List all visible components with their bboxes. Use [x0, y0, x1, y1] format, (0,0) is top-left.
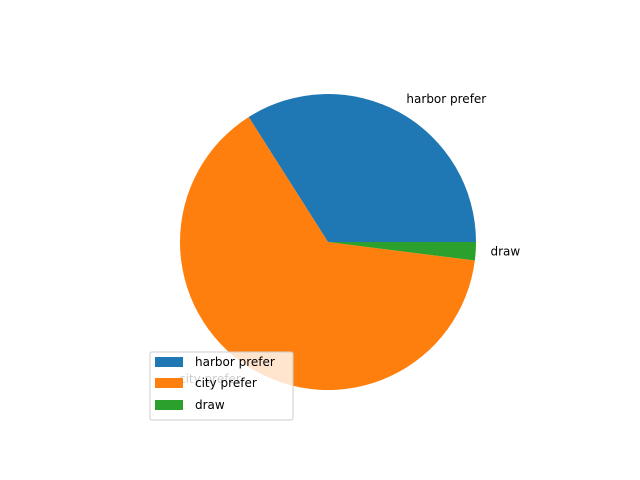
- legend-label-harbor-prefer: harbor prefer: [195, 355, 275, 369]
- legend-swatch-harbor-prefer: [155, 357, 183, 367]
- slice-label-harbor-prefer: harbor prefer: [406, 92, 486, 106]
- legend-entry-draw: draw: [155, 398, 225, 412]
- slice-label-draw: draw: [490, 245, 520, 259]
- legend-label-city-prefer: city prefer: [195, 376, 257, 390]
- legend-swatch-draw: [155, 400, 183, 410]
- legend-label-draw: draw: [195, 398, 225, 412]
- pie-slices: [179, 94, 476, 391]
- legend-entry-harbor-prefer: harbor prefer: [155, 355, 275, 369]
- legend: harbor prefer city prefer draw: [149, 351, 294, 421]
- legend-frame: [149, 351, 294, 421]
- legend-swatch-city-prefer: [155, 378, 183, 388]
- pie-slice-harbor-prefer: [248, 94, 476, 242]
- legend-entry-city-prefer: city prefer: [155, 376, 257, 390]
- pie-slice-draw: [328, 242, 476, 261]
- pie-slice-city-prefer: [179, 117, 475, 391]
